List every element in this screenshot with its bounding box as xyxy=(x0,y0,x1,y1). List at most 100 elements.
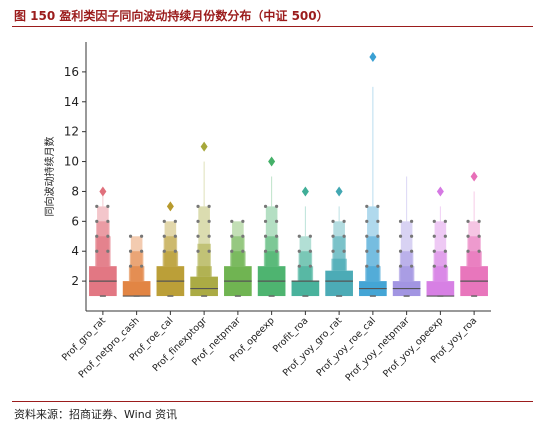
data-point xyxy=(275,234,279,238)
boxen-tail xyxy=(331,258,347,271)
source-note: 资料来源：招商证券、Wind 资讯 xyxy=(14,408,178,421)
data-point xyxy=(432,264,436,268)
figure-title-bar: 图 150 盈利类因子同向波动持续月份数分布（中证 500） xyxy=(12,6,533,27)
data-point xyxy=(443,234,447,238)
data-point xyxy=(342,234,346,238)
boxen-box xyxy=(291,281,320,297)
data-point xyxy=(263,219,268,223)
boxen-tail xyxy=(299,236,312,282)
data-point xyxy=(230,249,234,253)
data-point xyxy=(106,234,110,238)
data-point xyxy=(162,249,166,253)
boxen-box xyxy=(426,281,455,297)
data-point xyxy=(376,234,380,238)
data-point xyxy=(398,249,403,253)
data-point xyxy=(196,234,200,238)
data-point xyxy=(410,249,414,253)
data-point xyxy=(140,264,144,268)
data-point xyxy=(342,219,346,223)
data-point xyxy=(196,219,200,223)
data-point xyxy=(263,204,268,208)
data-point xyxy=(207,234,211,238)
data-point xyxy=(241,234,245,238)
x-tick-label: Prof_netpro_cash xyxy=(77,315,142,380)
x-tick-label: Prof_yoy_opeexp xyxy=(381,315,445,379)
y-tick-label: 12 xyxy=(64,125,79,139)
data-point xyxy=(173,234,177,238)
boxen-tail xyxy=(265,206,278,267)
data-point xyxy=(432,249,436,253)
data-point xyxy=(398,264,403,268)
data-point xyxy=(376,264,380,268)
data-point xyxy=(477,234,481,238)
data-point xyxy=(443,264,447,268)
data-point xyxy=(297,264,301,268)
data-point xyxy=(365,219,369,223)
boxen-tail xyxy=(198,206,210,277)
footer-divider xyxy=(12,401,533,402)
data-point xyxy=(230,234,234,238)
data-point xyxy=(128,234,133,238)
boxen-tail xyxy=(95,236,111,267)
boxen-tail xyxy=(434,221,447,282)
figure-title: 图 150 盈利类因子同向波动持续月份数分布（中证 500） xyxy=(14,9,329,23)
outlier-diamond xyxy=(268,156,276,167)
boxen-tail xyxy=(196,266,212,277)
boxen-tail xyxy=(468,221,480,267)
data-point xyxy=(410,219,414,223)
y-tick-label: 10 xyxy=(64,155,79,169)
data-point xyxy=(207,219,211,223)
data-point xyxy=(365,264,369,268)
x-tick-label: Prof_yoy_roe_cal xyxy=(315,315,378,378)
data-point xyxy=(365,234,369,238)
data-point xyxy=(376,249,380,253)
data-point xyxy=(95,249,99,253)
boxen-box xyxy=(190,276,218,297)
data-point xyxy=(275,204,279,208)
data-point xyxy=(263,249,268,253)
data-point xyxy=(443,249,447,253)
data-point xyxy=(106,219,110,223)
boxen-box xyxy=(122,281,151,297)
outlier-diamond xyxy=(200,141,208,152)
data-point xyxy=(365,204,369,208)
data-point xyxy=(106,204,110,208)
x-tick-label: Prof_yoy_netpmar xyxy=(343,315,411,383)
data-point xyxy=(140,249,144,253)
y-tick-label: 4 xyxy=(71,244,79,258)
data-point xyxy=(466,234,470,238)
data-point xyxy=(230,219,234,223)
data-point xyxy=(331,219,335,223)
y-tick-label: 6 xyxy=(71,214,79,228)
outlier-diamond xyxy=(99,186,107,197)
boxen-tail xyxy=(466,251,482,267)
data-point xyxy=(297,249,301,253)
boxen-tail xyxy=(367,206,379,282)
boxen-tail xyxy=(232,221,244,267)
data-point xyxy=(331,234,335,238)
data-point xyxy=(207,249,211,253)
outlier-diamond xyxy=(369,51,377,62)
y-tick-label: 8 xyxy=(71,184,79,198)
data-point xyxy=(297,234,301,238)
data-point xyxy=(241,219,245,223)
boxen-tail xyxy=(400,221,413,282)
boxen-tail xyxy=(297,266,314,282)
boxen-tail xyxy=(333,221,345,271)
data-point xyxy=(95,219,99,223)
y-tick-label: 14 xyxy=(64,95,79,109)
outlier-diamond xyxy=(436,186,444,197)
boxen-tail xyxy=(130,236,143,282)
data-point xyxy=(466,219,470,223)
boxen-tail xyxy=(162,251,179,267)
outlier-diamond xyxy=(166,201,174,212)
boxen-tail xyxy=(128,266,145,282)
boxen-box xyxy=(325,270,353,297)
data-point xyxy=(376,219,380,223)
data-point xyxy=(477,249,481,253)
data-point xyxy=(162,219,166,223)
data-point xyxy=(95,204,99,208)
data-point xyxy=(207,204,211,208)
data-point xyxy=(140,234,144,238)
